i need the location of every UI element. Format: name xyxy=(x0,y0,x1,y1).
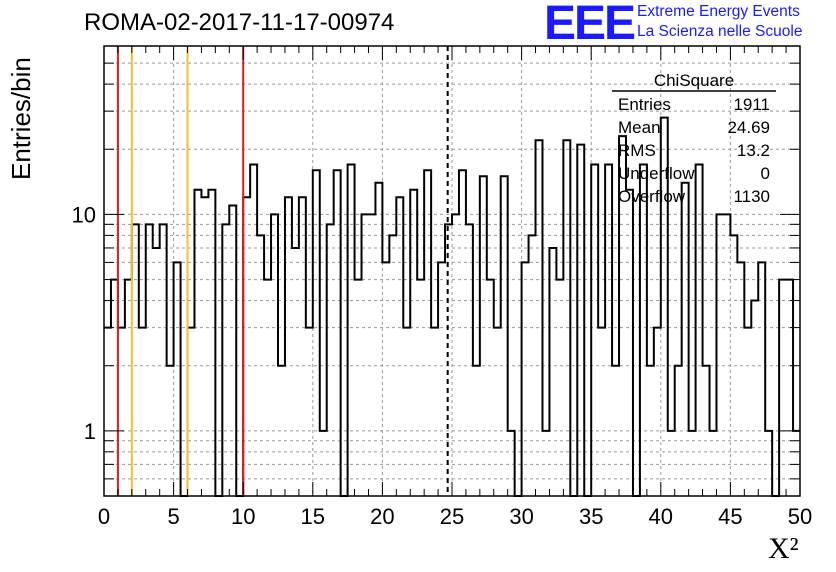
stats-row-value: 24.69 xyxy=(727,118,770,137)
stats-row-label: Entries xyxy=(618,95,671,114)
stats-row-value: 1911 xyxy=(733,95,770,114)
y-tick-label: 1 xyxy=(84,419,96,444)
logo-caption: Extreme Energy Events La Scienza nelle S… xyxy=(637,2,802,42)
x-tick-label: 0 xyxy=(98,504,110,529)
x-axis-label: X² xyxy=(768,532,799,565)
eee-logo: EEE xyxy=(544,0,636,50)
stats-row-value: 0 xyxy=(761,164,770,183)
x-tick-label: 10 xyxy=(231,504,255,529)
stats-box-title: ChiSquare xyxy=(654,71,734,90)
x-tick-label: 15 xyxy=(301,504,325,529)
x-tick-label: 45 xyxy=(718,504,742,529)
stats-row-value: 13.2 xyxy=(737,141,770,160)
x-tick-label: 30 xyxy=(509,504,533,529)
x-tick-label: 25 xyxy=(440,504,464,529)
x-tick-label: 40 xyxy=(649,504,673,529)
x-tick-label: 35 xyxy=(579,504,603,529)
x-tick-label: 5 xyxy=(167,504,179,529)
stats-row-label: RMS xyxy=(618,141,656,160)
stats-row-label: Overflow xyxy=(618,187,686,206)
y-axis-label: Entries/bin xyxy=(6,57,36,180)
stats-row-value: 1130 xyxy=(733,187,770,206)
stats-row-label: Underflow xyxy=(618,164,695,183)
logo-line-2: La Scienza nelle Scuole xyxy=(637,23,803,40)
chart-title: ROMA-02-2017-11-17-00974 xyxy=(84,9,395,36)
logo-line-1: Extreme Energy Events xyxy=(637,3,800,20)
stats-row-label: Mean xyxy=(618,118,661,137)
x-tick-label: 20 xyxy=(370,504,394,529)
y-tick-label: 10 xyxy=(72,202,96,227)
x-tick-label: 50 xyxy=(788,504,812,529)
